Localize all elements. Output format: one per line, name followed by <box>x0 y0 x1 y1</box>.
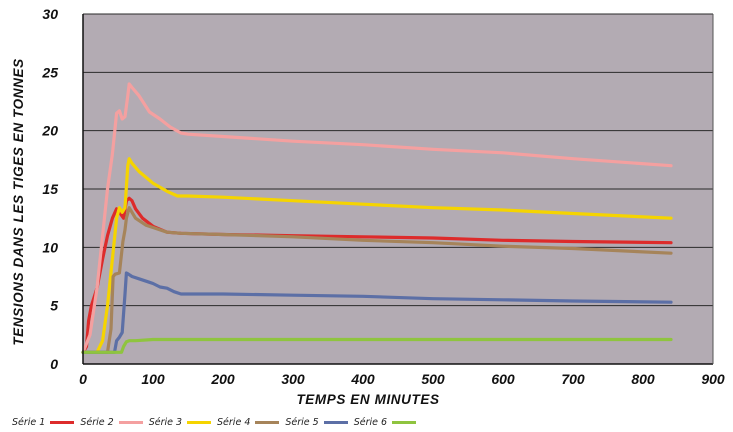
legend-label: Série 6 <box>353 416 388 428</box>
series-line-6 <box>81 337 673 354</box>
axes <box>82 14 714 365</box>
x-axis-title: TEMPS EN MINUTES <box>296 392 439 407</box>
legend-item: Série 2 <box>80 416 143 428</box>
legend-item: Série 4 <box>217 416 280 428</box>
x-tick-label: 500 <box>421 371 445 387</box>
legend-label: Série 4 <box>217 416 251 428</box>
x-tick-labels: 0 100 200 300 400 500 600 700 800 900 <box>79 371 725 387</box>
x-tick-label: 700 <box>561 371 585 387</box>
legend-swatch <box>392 420 417 424</box>
y-tick-label: 15 <box>42 181 58 197</box>
y-tick-labels: 0 5 10 15 20 25 30 <box>41 6 58 372</box>
x-tick-label: 900 <box>701 371 725 387</box>
y-tick-label: 20 <box>41 123 58 139</box>
x-tick-label: 100 <box>141 371 165 387</box>
legend: Série 1 Série 2 Série 3 Série 4 Série 5 Série… <box>12 414 422 430</box>
y-tick-label: 25 <box>41 64 58 80</box>
y-tick-label: 10 <box>42 239 58 255</box>
x-tick-label: 200 <box>210 371 235 387</box>
y-tick-label: 30 <box>42 6 58 22</box>
legend-label: Série 2 <box>80 416 114 428</box>
x-tick-label: 300 <box>281 371 305 387</box>
legend-swatch <box>187 420 212 424</box>
y-tick-label: 0 <box>50 356 58 372</box>
x-tick-label: 800 <box>631 371 655 387</box>
y-axis-title: TENSIONS DANS LES TIGES EN TONNES <box>11 58 26 345</box>
legend-item: Série 1 <box>12 416 75 428</box>
series-line-2 <box>81 82 673 354</box>
grid-lines <box>83 13 713 307</box>
legend-swatch <box>50 420 75 424</box>
series-lines <box>81 82 673 354</box>
legend-label: Série 5 <box>285 416 319 428</box>
legend-swatch <box>323 420 348 424</box>
series-line-3 <box>81 157 673 354</box>
x-tick-label: 400 <box>350 371 375 387</box>
legend-item: Série 5 <box>285 416 348 428</box>
legend-swatch <box>255 420 280 424</box>
series-line-4 <box>81 206 673 354</box>
legend-label: Série 1 <box>12 416 46 428</box>
x-tick-label: 0 <box>79 371 87 387</box>
legend-item: Série 3 <box>148 416 212 428</box>
legend-swatch <box>118 420 143 424</box>
legend-label: Série 3 <box>148 416 183 428</box>
legend-item: Série 6 <box>353 416 417 428</box>
series-line-5 <box>81 271 673 354</box>
y-tick-label: 5 <box>50 298 58 314</box>
x-tick-label: 600 <box>491 371 515 387</box>
